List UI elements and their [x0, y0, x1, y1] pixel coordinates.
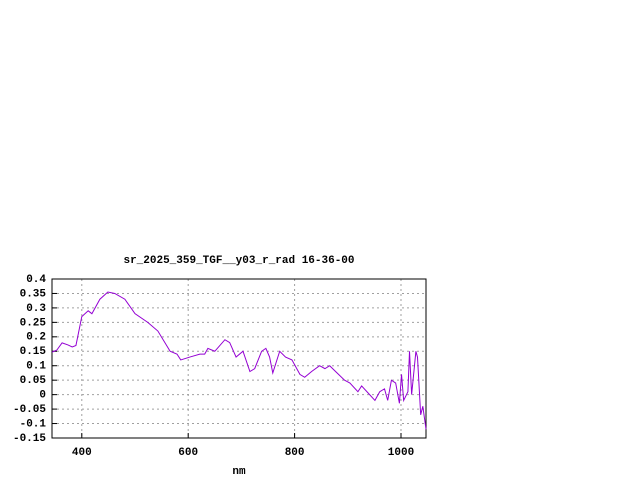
- y-tick-label: 0.1: [26, 361, 46, 373]
- x-axis-label: nm: [232, 466, 246, 478]
- y-tick-label: 0.3: [26, 303, 46, 315]
- y-tick-label: -0.15: [13, 433, 46, 445]
- x-tick-label: 400: [72, 447, 92, 459]
- y-tick-label: -0.05: [13, 404, 46, 416]
- y-tick-label: 0.4: [26, 274, 46, 286]
- y-tick-label: -0.1: [20, 418, 47, 430]
- y-tick-label: 0.15: [20, 346, 47, 358]
- x-tick-label: 1000: [388, 447, 414, 459]
- chart-title: sr_2025_359_TGF__y03_r_rad 16-36-00: [123, 255, 354, 267]
- y-tick-label: 0.05: [20, 375, 47, 387]
- y-tick-label: 0: [39, 390, 46, 402]
- y-tick-label: 0.2: [26, 332, 46, 344]
- x-tick-label: 600: [178, 447, 198, 459]
- y-tick-label: 0.35: [20, 288, 47, 300]
- plot-frame: [51, 278, 427, 439]
- x-tick-label: 800: [285, 447, 305, 459]
- data-line: [51, 291, 427, 430]
- y-tick-label: 0.25: [20, 317, 47, 329]
